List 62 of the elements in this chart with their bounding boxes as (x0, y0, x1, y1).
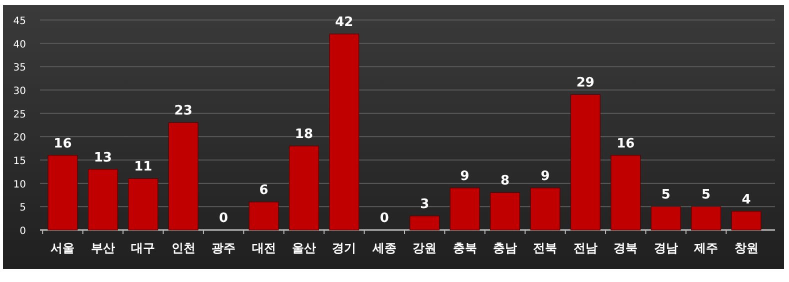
x-tick-label: 강원 (412, 241, 437, 255)
bar (329, 34, 360, 230)
data-label: 0 (219, 211, 228, 226)
bar (128, 178, 158, 230)
bar (691, 206, 722, 230)
data-label: 29 (576, 76, 594, 91)
y-tick-label: 20 (13, 132, 26, 144)
x-tick-label: 창원 (734, 241, 758, 255)
bar (248, 202, 279, 230)
bar (48, 155, 78, 230)
y-tick-label: 40 (13, 39, 26, 50)
x-tick-label: 인천 (171, 241, 196, 255)
data-label: 23 (174, 104, 192, 119)
bar (490, 192, 520, 230)
x-tick-label: 대구 (131, 241, 156, 255)
bar (610, 155, 641, 230)
y-tick-label: 15 (13, 156, 26, 167)
bar (168, 122, 198, 230)
data-label: 0 (380, 211, 389, 226)
data-label: 11 (134, 160, 152, 175)
data-label: 6 (259, 183, 268, 198)
data-label: 3 (420, 197, 430, 212)
x-tick-label: 전북 (533, 241, 558, 255)
data-label: 8 (500, 174, 510, 189)
bar (650, 206, 681, 230)
bar (570, 94, 600, 230)
x-tick-label: 제주 (693, 241, 718, 255)
data-label: 9 (540, 169, 550, 184)
x-tick-label: 서울 (50, 241, 75, 255)
data-label: 13 (94, 150, 112, 166)
bar (88, 169, 118, 230)
x-tick-label: 경기 (332, 241, 356, 255)
data-label: 5 (702, 188, 711, 203)
x-tick-label: 부산 (90, 241, 115, 255)
y-tick-label: 5 (20, 202, 26, 214)
data-label: 4 (742, 192, 751, 208)
data-label: 18 (294, 127, 314, 142)
data-label: 9 (460, 169, 470, 184)
x-tick-label: 전남 (573, 241, 598, 255)
y-tick-label: 30 (13, 86, 26, 97)
data-label: 5 (661, 188, 670, 203)
x-tick-label: 충남 (493, 241, 518, 255)
y-tick-label: 10 (13, 179, 26, 190)
data-label: 16 (54, 136, 72, 152)
y-tick-label: 25 (13, 109, 26, 120)
x-tick-label: 세종 (371, 241, 396, 255)
y-tick-label: 35 (13, 62, 26, 74)
bar (289, 146, 319, 230)
y-tick-label: 0 (20, 226, 26, 237)
x-tick-label: 광주 (212, 241, 236, 255)
bar (731, 211, 762, 230)
data-label: 16 (616, 136, 635, 152)
x-tick-label: 경남 (654, 241, 678, 255)
y-tick-label: 45 (13, 16, 26, 27)
x-tick-label: 경북 (614, 241, 638, 255)
x-tick-label: 대전 (252, 241, 276, 255)
bar (410, 216, 440, 230)
x-tick-label: 울산 (292, 241, 316, 255)
bar (450, 188, 480, 230)
bar (530, 188, 560, 230)
data-label: 42 (335, 15, 354, 30)
x-tick-label: 충북 (452, 241, 477, 255)
